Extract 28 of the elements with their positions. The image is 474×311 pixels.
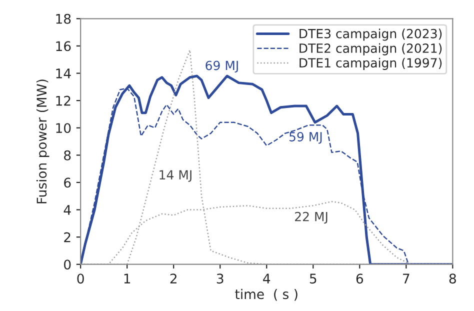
y-tick-label: 18 xyxy=(56,14,71,24)
annotation: 69 MJ xyxy=(206,60,238,73)
legend-label: DTE2 campaign (2021) xyxy=(300,43,442,56)
x-tick-label: 6 xyxy=(356,274,364,284)
y-tick-label: 6 xyxy=(64,178,71,188)
y-tick-label: 2 xyxy=(64,232,70,242)
x-axis-title: time ( s ) xyxy=(235,288,298,301)
annotation: 22 MJ xyxy=(295,212,328,224)
y-axis-title: Fusion power (MW) xyxy=(36,80,50,204)
x-tick-label: 8 xyxy=(449,274,456,284)
y-tick-label: 14 xyxy=(56,68,71,78)
y-tick-label: 12 xyxy=(56,96,70,106)
annotation: 59 MJ xyxy=(289,132,322,144)
x-tick-label: 5 xyxy=(310,274,316,284)
annotation: 14 MJ xyxy=(160,170,192,182)
x-tick-label: 2 xyxy=(170,274,176,284)
legend-label: DTE3 campaign (2023) xyxy=(300,28,442,41)
y-tick-label: 10 xyxy=(56,123,71,134)
x-tick-label: 0 xyxy=(77,274,84,284)
y-tick-label: 8 xyxy=(64,150,71,160)
x-tick-label: 3 xyxy=(216,274,224,284)
y-tick-label: 0 xyxy=(64,260,71,270)
x-tick-label: 4 xyxy=(263,274,270,284)
legend-label: DTE1 campaign (1997) xyxy=(300,58,442,70)
y-tick-label: 4 xyxy=(64,205,71,215)
y-tick-label: 16 xyxy=(56,41,71,52)
x-tick-label: 7 xyxy=(403,274,410,284)
x-tick-label: 1 xyxy=(124,274,130,284)
